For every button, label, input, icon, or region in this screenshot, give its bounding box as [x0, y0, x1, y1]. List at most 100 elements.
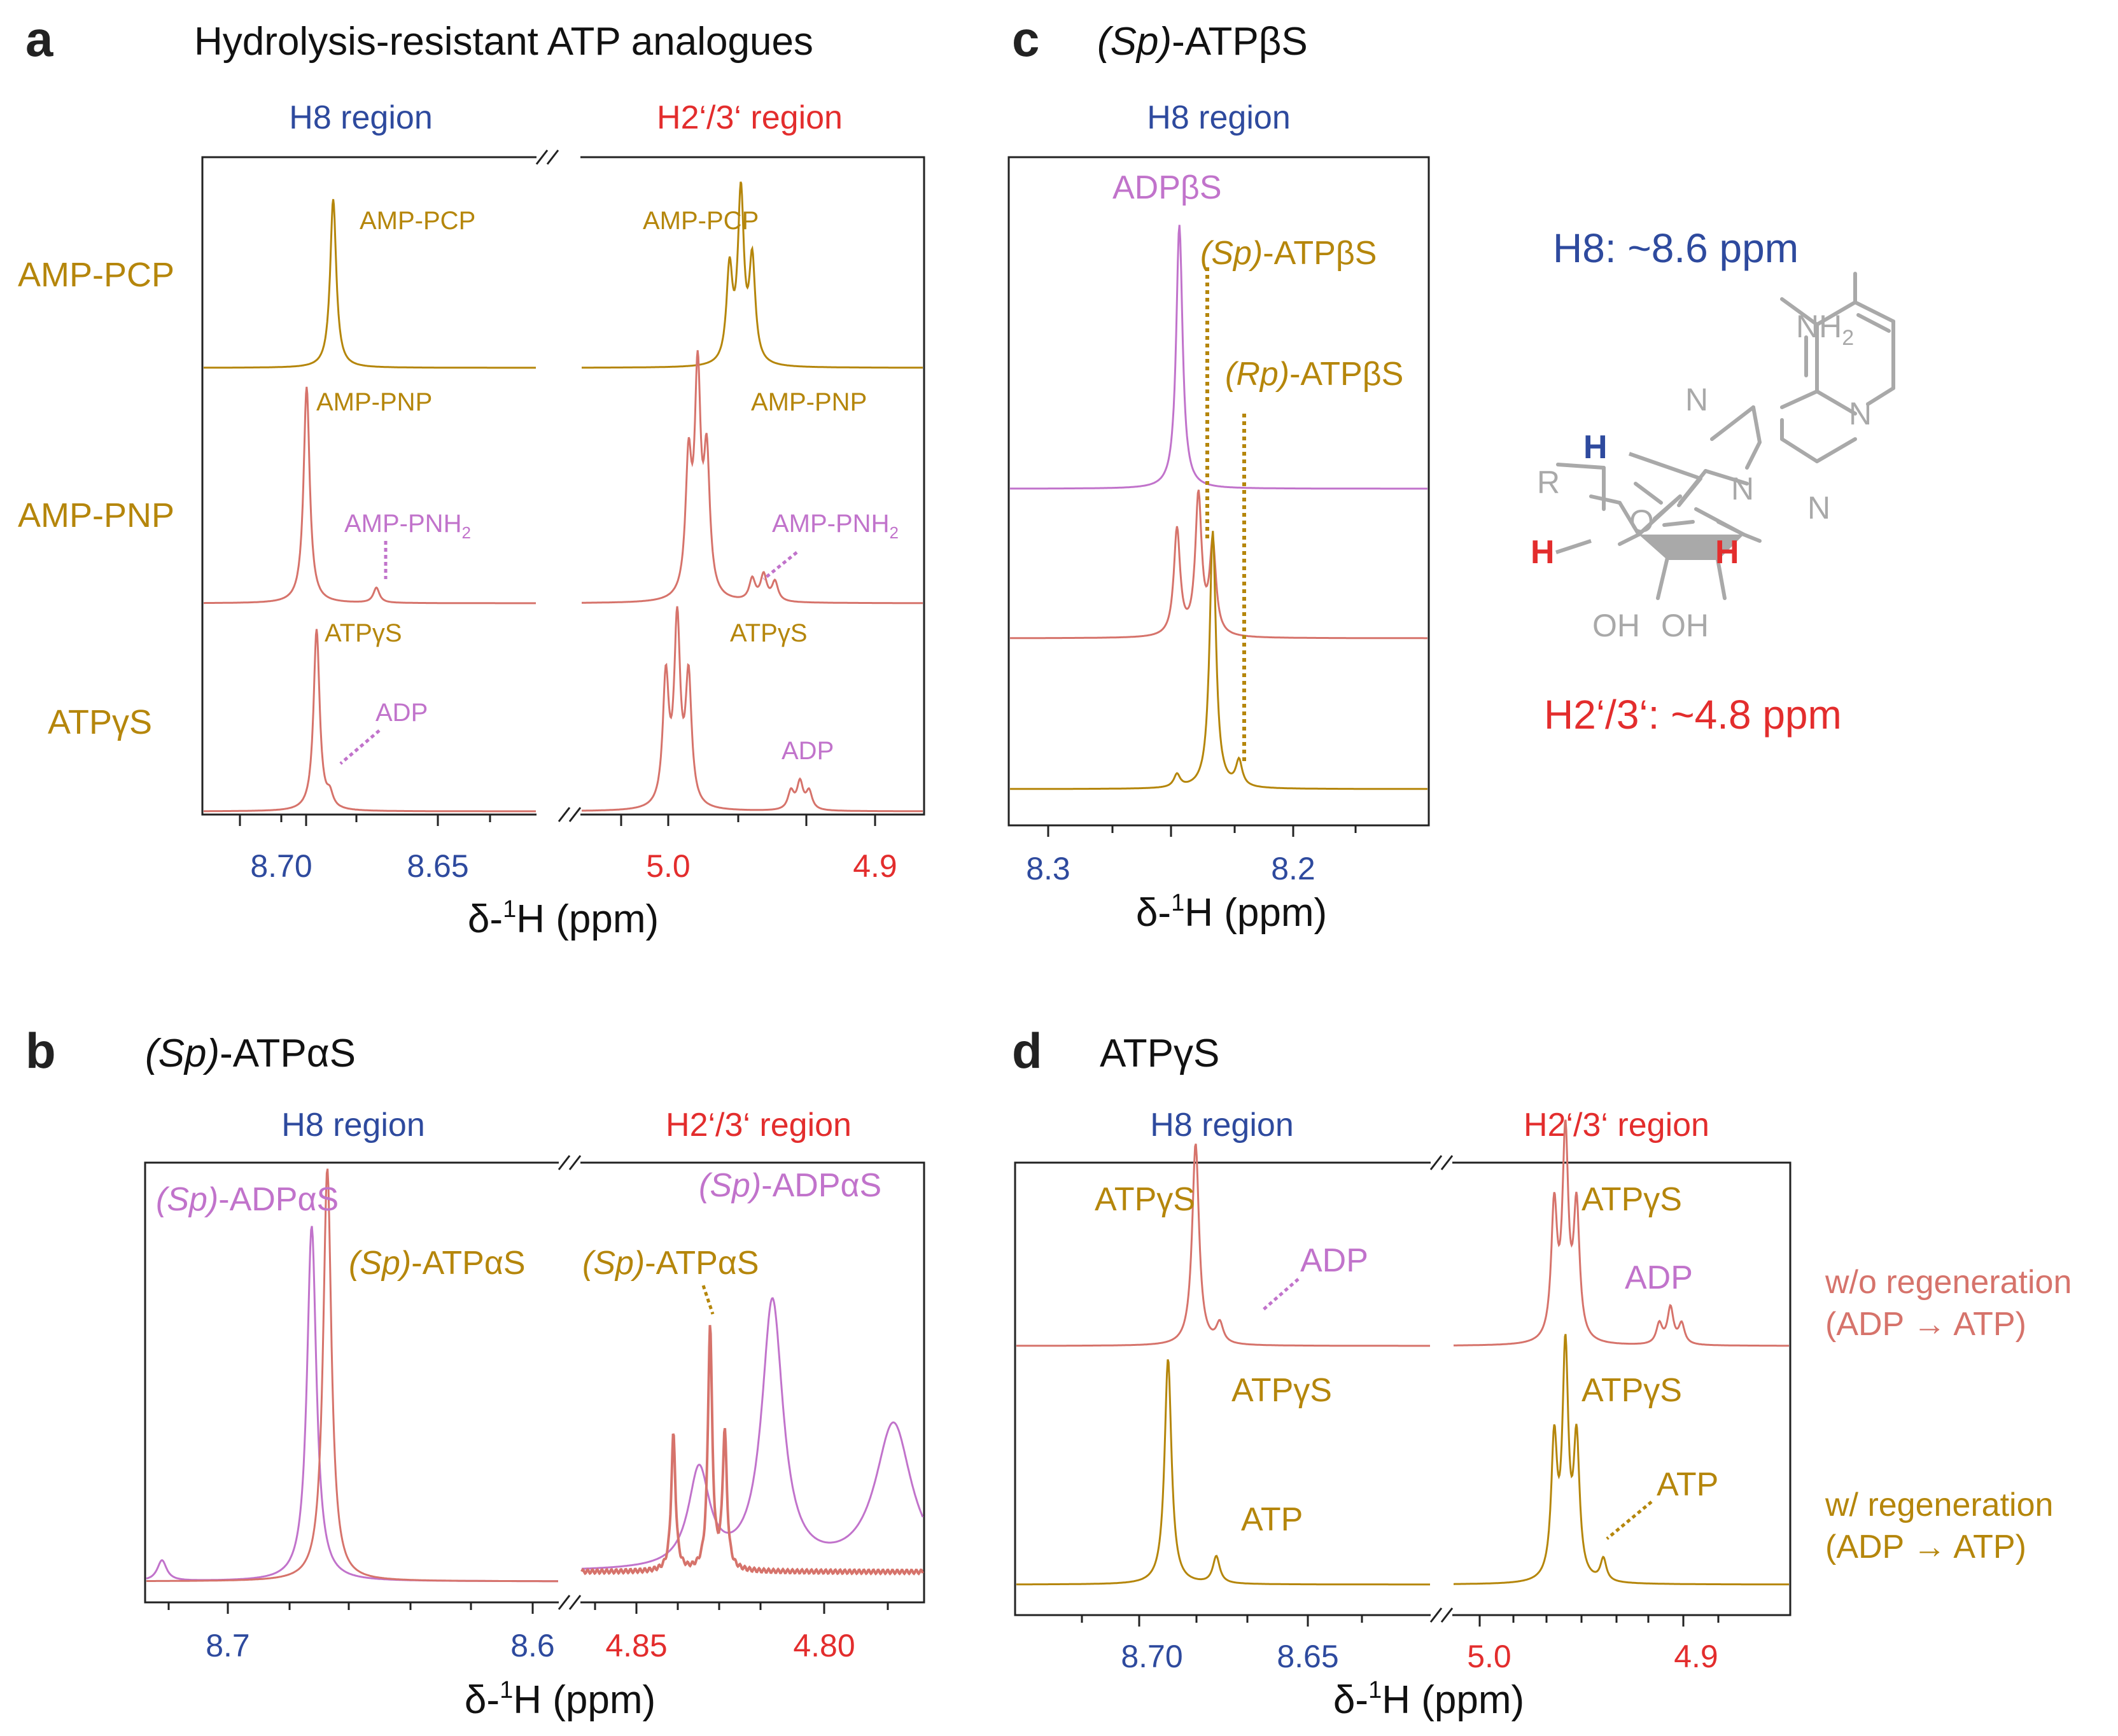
panel-c-ticks	[1047, 825, 1357, 837]
panel-c-frame	[1007, 156, 1430, 827]
panel-a-frame	[201, 156, 925, 816]
panel-b-tick-label-87: 8.7	[206, 1628, 250, 1663]
structure-r: R	[1537, 465, 1560, 500]
panel-d-label-atp-row2-h23: ATP	[1657, 1466, 1718, 1503]
panel-b-tick-label-86: 8.6	[510, 1628, 555, 1663]
panel-a-label-adp-h23: ADP	[782, 737, 834, 765]
panel-a-label-atpgs-h23: ATPγS	[730, 619, 808, 647]
structure-h3-bond	[1555, 539, 1592, 554]
panel-a-axis-break	[535, 150, 582, 822]
panel-b-label-sp-atpas-h23: (Sp)-ATPαS	[582, 1245, 759, 1282]
panel-a-tick-label-865: 8.65	[407, 848, 468, 884]
panel-d-label-atpgs-row1-h8: ATPγS	[1095, 1181, 1195, 1218]
panel-d-tick-label-50: 5.0	[1467, 1639, 1511, 1674]
structure-h8-atom: H	[1583, 429, 1608, 466]
panel-a-spectrum-amp-pnp-h23	[582, 350, 923, 605]
structure-h3-atom: H	[1531, 534, 1555, 571]
structure-oh-3: OH	[1661, 608, 1709, 643]
panel-d-right-label-row1-line1: w/o regeneration	[1825, 1264, 2072, 1301]
panel-d-right-label-row2-line2: (ADP → ATP)	[1825, 1529, 2026, 1565]
panel-b-spectrum-sp-atpas-h23	[580, 1325, 924, 1576]
panel-a-letter: a	[25, 11, 53, 67]
panel-d-label-atpgs-row2-h8: ATPγS	[1231, 1372, 1332, 1409]
structure-n1: N	[1849, 396, 1872, 431]
panel-c-spectrum-atpbs	[1010, 531, 1428, 790]
panel-a-label-amp-pnp-h23: AMP-PNP	[751, 388, 867, 416]
panel-d-tick-label-49: 4.9	[1674, 1639, 1718, 1674]
panel-d-leader-adp-row1-h8	[1262, 1278, 1300, 1311]
panel-d-axis-break	[1429, 1155, 1454, 1623]
panel-a-title: Hydrolysis-resistant ATP analogues	[194, 20, 813, 64]
panel-a-row-label-atpgs: ATPγS	[48, 703, 152, 741]
panel-a-h8-region-label: H8 region	[289, 99, 432, 136]
panel-d-spectrum-without-regeneration-h8	[1016, 1144, 1430, 1347]
panel-b-frame	[144, 1161, 925, 1604]
panel-d-title: ATPγS	[1100, 1032, 1219, 1075]
panel-a: a Hydrolysis-resistant ATP analogues H8 …	[18, 11, 925, 941]
structure-n3: N	[1807, 490, 1830, 526]
panel-c-tick-label-82: 8.2	[1271, 851, 1315, 886]
panel-b-h23-region-label: H2‘/3‘ region	[666, 1107, 852, 1144]
panel-c-spectrum-mixture	[1010, 489, 1427, 640]
panel-d-right-label-row2-line1: w/ regeneration	[1825, 1487, 2053, 1523]
panel-a-row-label-amp-pcp: AMP-PCP	[18, 256, 174, 294]
panel-c-tick-label-83: 8.3	[1026, 851, 1070, 886]
panel-d-label-adp-row1-h23: ADP	[1625, 1259, 1693, 1296]
panel-c-label-sp-atpbs: (Sp)-ATPβS	[1200, 235, 1377, 272]
panel-c-label-adpbs: ADPβS	[1112, 169, 1222, 206]
panel-d-leader-atp-row2-h23	[1606, 1501, 1653, 1540]
panel-d-h8-region-label: H8 region	[1150, 1107, 1293, 1144]
panel-d-right-label-row1-line2: (ADP → ATP)	[1825, 1306, 2026, 1343]
adenosine-structure: H8: ~8.6 ppm H2‘/3‘: ~4.8 ppm	[1531, 225, 1895, 738]
panel-a-label-amp-pnp-h8: AMP-PNP	[316, 388, 432, 416]
panel-d-xlabel: δ-1H (ppm)	[1333, 1677, 1524, 1722]
panel-b: b (Sp)-ATPαS H8 region H2‘/3‘ region (Sp…	[25, 1023, 925, 1722]
panel-d-tick-label-865: 8.65	[1277, 1639, 1338, 1674]
panel-b-label-sp-atpas-h8: (Sp)-ATPαS	[349, 1245, 526, 1282]
panel-b-label-sp-adpas-h23: (Sp)-ADPαS	[699, 1167, 881, 1204]
panel-b-xlabel: δ-1H (ppm)	[465, 1677, 656, 1722]
panel-a-leader-adp-h8	[339, 729, 381, 765]
panel-d-label-atpgs-row1-h23: ATPγS	[1581, 1181, 1682, 1218]
panel-b-spectrum-sp-atpas-h8	[146, 1168, 558, 1583]
panel-d-spectrum-without-regeneration-h23	[1454, 1119, 1789, 1347]
panel-a-label-amp-pcp-h23: AMP-PCP	[643, 207, 759, 235]
panel-a-label-atpgs-h8: ATPγS	[325, 619, 402, 647]
panel-a-spectrum-amp-pcp-h8	[204, 199, 536, 369]
panel-d-spectrum-with-regeneration-h8	[1016, 1359, 1430, 1586]
panel-c-title: (Sp)-ATPβS	[1097, 20, 1308, 64]
panel-a-row-label-amp-pnp: AMP-PNP	[18, 496, 174, 535]
panel-a-xlabel: δ-1H (ppm)	[468, 896, 659, 941]
panel-d-ticks	[1081, 1615, 1720, 1627]
structure-h8-bond	[1629, 452, 1701, 480]
panel-a-label-amp-pnh2-h23: AMP-PNH2	[772, 510, 899, 542]
panel-c-h8-region-label: H8 region	[1147, 99, 1290, 136]
structure-n9: N	[1731, 471, 1754, 507]
panel-d-letter: d	[1012, 1023, 1042, 1079]
panel-a-spectrum-atpgs-h8	[204, 629, 536, 813]
panel-b-leader-sp-atpas-h23	[701, 1285, 715, 1315]
structure-ring-o: O	[1629, 503, 1654, 539]
panel-c: c (Sp)-ATPβS H8 region ADPβS (Sp)-ATPβS …	[1007, 11, 1430, 935]
structure-oh-2: OH	[1592, 608, 1640, 643]
structure-h2-atom: H	[1715, 534, 1739, 571]
panel-a-tick-label-50: 5.0	[646, 848, 691, 884]
panel-b-label-sp-adpas-h8: (Sp)-ADPαS	[156, 1181, 339, 1218]
panel-a-label-amp-pnh2-h8: AMP-PNH2	[344, 510, 471, 542]
panel-a-tick-label-49: 4.9	[853, 848, 897, 884]
panel-c-spectrum-adpbs	[1010, 225, 1427, 490]
panel-d-label-atpgs-row2-h23: ATPγS	[1581, 1372, 1682, 1409]
panel-d-label-adp-row1-h8: ADP	[1300, 1242, 1368, 1279]
panel-a-label-amp-pcp-h8: AMP-PCP	[360, 207, 475, 235]
panel-d-frame	[1014, 1161, 1792, 1616]
panel-a-h23-region-label: H2‘/3‘ region	[657, 99, 843, 136]
panel-a-spectrum-amp-pcp-h23	[582, 181, 923, 369]
panel-a-label-adp-h8: ADP	[375, 699, 428, 727]
panel-b-title: (Sp)-ATPαS	[145, 1032, 356, 1075]
panel-c-label-rp-atpbs: (Rp)-ATPβS	[1225, 356, 1403, 393]
panel-a-spectrum-amp-pnp-h8	[204, 386, 536, 605]
panel-c-xlabel: δ-1H (ppm)	[1136, 890, 1327, 935]
panel-b-ticks	[167, 1602, 889, 1614]
structure-h2-bond	[1697, 539, 1715, 554]
